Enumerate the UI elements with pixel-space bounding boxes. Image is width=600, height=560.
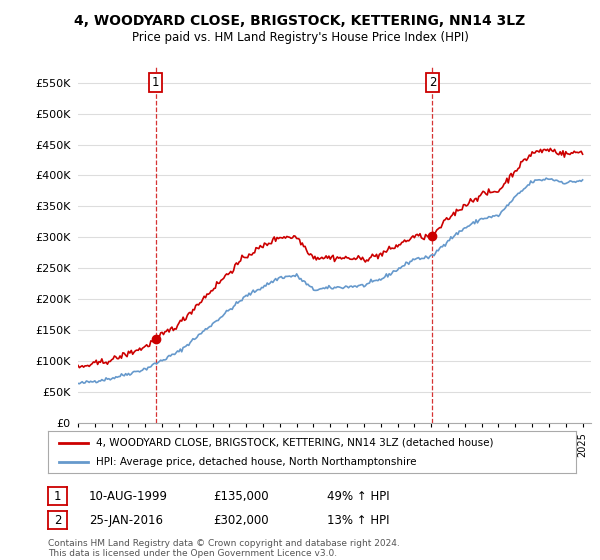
Text: 4, WOODYARD CLOSE, BRIGSTOCK, KETTERING, NN14 3LZ (detached house): 4, WOODYARD CLOSE, BRIGSTOCK, KETTERING,… xyxy=(95,437,493,447)
Text: £302,000: £302,000 xyxy=(213,514,269,527)
Text: 2: 2 xyxy=(54,514,61,527)
Text: 4, WOODYARD CLOSE, BRIGSTOCK, KETTERING, NN14 3LZ: 4, WOODYARD CLOSE, BRIGSTOCK, KETTERING,… xyxy=(74,14,526,28)
Text: Contains HM Land Registry data © Crown copyright and database right 2024.
This d: Contains HM Land Registry data © Crown c… xyxy=(48,539,400,558)
Text: 1: 1 xyxy=(152,76,160,89)
Text: Price paid vs. HM Land Registry's House Price Index (HPI): Price paid vs. HM Land Registry's House … xyxy=(131,31,469,44)
Text: £135,000: £135,000 xyxy=(213,489,269,503)
Text: 2: 2 xyxy=(428,76,436,89)
Text: 1: 1 xyxy=(54,489,61,503)
Text: HPI: Average price, detached house, North Northamptonshire: HPI: Average price, detached house, Nort… xyxy=(95,457,416,467)
Text: 10-AUG-1999: 10-AUG-1999 xyxy=(89,489,168,503)
Text: 49% ↑ HPI: 49% ↑ HPI xyxy=(327,489,389,503)
Text: 25-JAN-2016: 25-JAN-2016 xyxy=(89,514,163,527)
Text: 13% ↑ HPI: 13% ↑ HPI xyxy=(327,514,389,527)
